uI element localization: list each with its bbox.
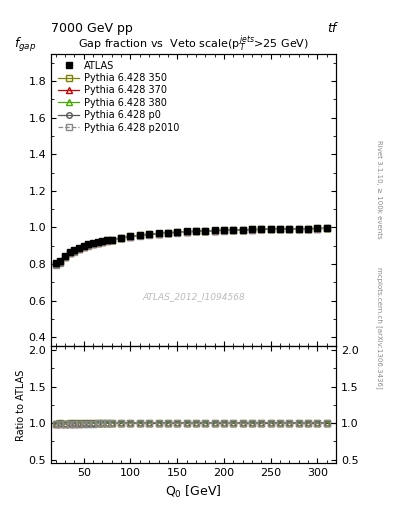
Y-axis label: $f_{gap}$: $f_{gap}$ [14,36,37,54]
Text: ATLAS_2012_I1094568: ATLAS_2012_I1094568 [142,292,245,301]
Text: Rivet 3.1.10, ≥ 100k events: Rivet 3.1.10, ≥ 100k events [376,140,382,239]
Y-axis label: Ratio to ATLAS: Ratio to ATLAS [16,369,26,440]
Legend: ATLAS, Pythia 6.428 350, Pythia 6.428 370, Pythia 6.428 380, Pythia 6.428 p0, Py: ATLAS, Pythia 6.428 350, Pythia 6.428 37… [55,58,182,136]
Text: 7000 GeV pp: 7000 GeV pp [51,22,133,35]
Text: mcplots.cern.ch [arXiv:1306.3436]: mcplots.cern.ch [arXiv:1306.3436] [376,267,383,389]
Title: Gap fraction vs  Veto scale(p$_T^{jets}$>25 GeV): Gap fraction vs Veto scale(p$_T^{jets}$>… [78,33,309,54]
X-axis label: Q$_0$ [GeV]: Q$_0$ [GeV] [165,484,222,500]
Text: tf: tf [327,22,336,35]
